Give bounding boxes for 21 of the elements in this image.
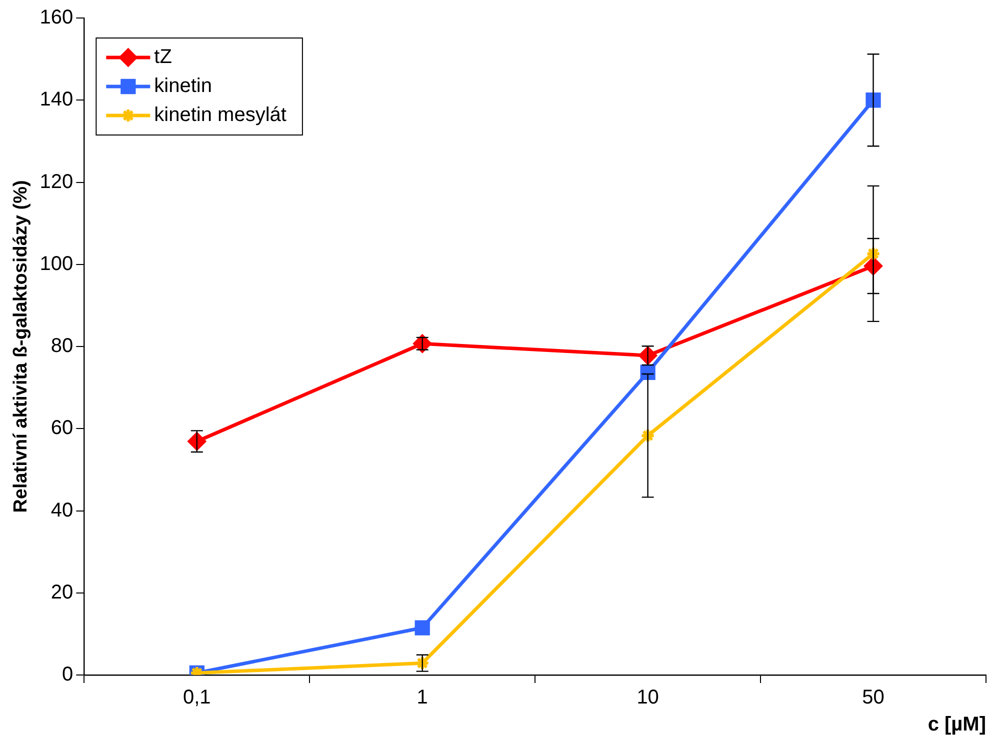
x-axis-title: c [µM] (928, 714, 986, 736)
y-tick-label: 20 (50, 581, 74, 604)
point (414, 620, 430, 636)
point (640, 364, 656, 380)
y-tick-label: 100 (40, 252, 74, 275)
y-axis-title: Relativní aktivita ß-galaktosidázy (%) (10, 180, 32, 513)
y-tick-label: 0 (62, 664, 74, 686)
x-tick-label: 50 (862, 686, 884, 709)
x-tick-label: 0,1 (182, 686, 211, 709)
y-tick-label: 140 (40, 88, 74, 111)
legend-label: kinetin mesylát (154, 104, 287, 126)
legend-label: kinetin (154, 75, 212, 98)
y-tick-label: 80 (50, 335, 74, 358)
y-tick-label: 60 (50, 417, 74, 440)
x-tick-label: 10 (636, 686, 659, 709)
legend-label: tZ (154, 46, 172, 68)
y-tick-label: 120 (40, 170, 74, 193)
y-tick-label: 160 (40, 6, 74, 29)
y-tick-label: 40 (50, 499, 74, 522)
x-tick-label: 1 (416, 686, 428, 709)
point (412, 334, 432, 354)
